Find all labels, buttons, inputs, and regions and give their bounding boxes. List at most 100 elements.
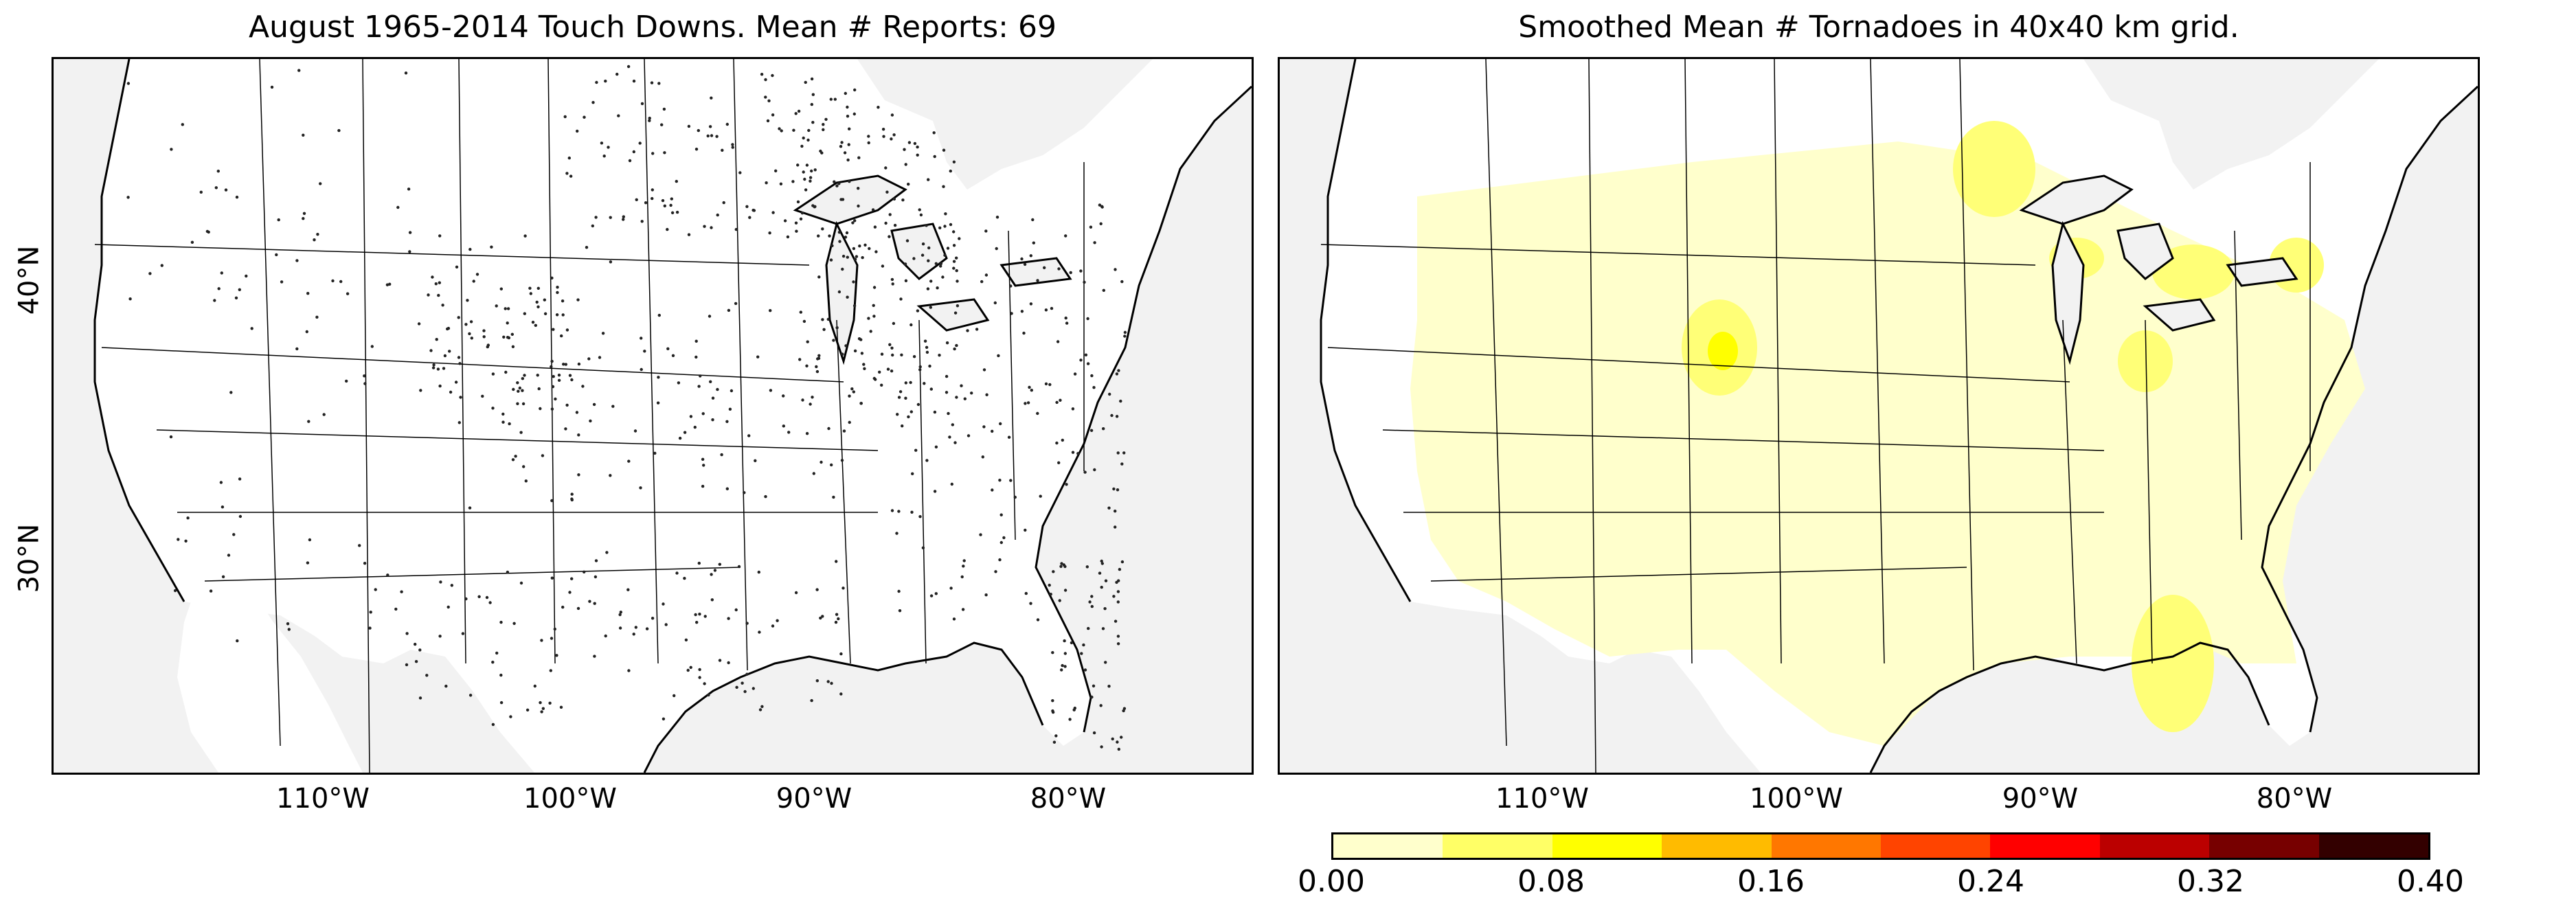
- left-lon-label-90w: 90°W: [776, 783, 852, 815]
- touchdown-point: [855, 255, 859, 258]
- touchdown-point: [556, 291, 559, 295]
- touchdown-point: [792, 128, 795, 132]
- touchdown-point: [407, 187, 411, 191]
- touchdown-point: [701, 457, 705, 461]
- touchdown-point: [270, 85, 274, 89]
- touchdown-point: [904, 396, 907, 400]
- touchdown-point: [656, 401, 660, 405]
- touchdown-point: [1079, 359, 1083, 362]
- touchdown-point: [998, 558, 1002, 562]
- touchdown-point: [396, 205, 400, 209]
- touchdown-point: [657, 376, 660, 379]
- colorbar-bin-6: [1990, 834, 2100, 858]
- touchdown-point: [909, 323, 913, 327]
- touchdown-point: [998, 479, 1002, 482]
- touchdown-point: [1122, 451, 1126, 455]
- touchdown-point: [275, 253, 278, 257]
- touchdown-point: [687, 233, 691, 236]
- touchdown-point: [950, 482, 954, 486]
- touchdown-point: [594, 216, 598, 219]
- touchdown-point: [438, 281, 441, 284]
- touchdown-point: [769, 389, 773, 392]
- touchdown-point: [229, 391, 233, 394]
- touchdown-point: [872, 376, 877, 380]
- touchdown-point: [576, 129, 579, 133]
- touchdown-point: [881, 264, 885, 268]
- touchdown-point: [1117, 747, 1121, 751]
- touchdown-point: [457, 421, 461, 424]
- touchdown-point: [363, 562, 367, 565]
- touchdown-point: [495, 651, 499, 655]
- touchdown-point: [1118, 567, 1122, 571]
- touchdown-point: [491, 722, 495, 727]
- touchdown-point: [1024, 591, 1028, 595]
- touchdown-point: [731, 143, 734, 146]
- touchdown-point: [666, 347, 670, 350]
- touchdown-point: [945, 341, 949, 345]
- touchdown-point: [881, 128, 885, 131]
- touchdown-point: [1100, 562, 1105, 565]
- touchdown-point: [405, 632, 409, 635]
- touchdown-point: [583, 570, 586, 573]
- touchdown-point: [897, 589, 901, 593]
- touchdown-point: [454, 380, 458, 384]
- touchdown-point: [464, 597, 468, 601]
- touchdown-point: [1057, 461, 1061, 464]
- touchdown-point: [535, 300, 539, 304]
- touchdown-point: [707, 693, 710, 697]
- touchdown-point: [960, 384, 963, 387]
- touchdown-point: [1055, 441, 1059, 445]
- touchdown-point: [615, 72, 619, 76]
- touchdown-point: [1117, 579, 1120, 582]
- touchdown-point: [907, 183, 910, 186]
- touchdown-point: [458, 362, 462, 365]
- touchdown-point: [948, 435, 951, 439]
- touchdown-point: [491, 661, 495, 664]
- touchdown-point: [600, 141, 604, 145]
- touchdown-point: [648, 116, 651, 120]
- touchdown-point: [429, 349, 433, 352]
- touchdown-point: [511, 458, 515, 462]
- touchdown-point: [840, 459, 844, 462]
- touchdown-point: [541, 454, 545, 457]
- touchdown-point: [577, 433, 580, 437]
- touchdown-point: [1051, 699, 1054, 703]
- touchdown-point: [431, 275, 434, 279]
- touchdown-point: [760, 73, 764, 76]
- touchdown-point: [1114, 510, 1117, 513]
- touchdown-point: [842, 429, 846, 433]
- touchdown-point: [844, 344, 848, 348]
- touchdown-point: [985, 393, 988, 396]
- touchdown-point: [1049, 593, 1052, 596]
- touchdown-point: [916, 145, 919, 149]
- touchdown-point: [199, 190, 203, 194]
- touchdown-point: [745, 205, 749, 208]
- touchdown-point: [980, 280, 984, 284]
- touchdown-point: [507, 336, 511, 340]
- touchdown-point: [805, 432, 809, 435]
- touchdown-point: [863, 243, 867, 247]
- touchdown-point: [984, 273, 988, 277]
- touchdown-point: [1120, 736, 1123, 739]
- coastline-right: [1320, 59, 2478, 773]
- touchdown-point: [644, 201, 648, 205]
- touchdown-point: [461, 632, 465, 635]
- touchdown-point: [519, 431, 523, 434]
- touchdown-point: [495, 304, 498, 308]
- touchdown-point: [227, 554, 231, 557]
- touchdown-point: [834, 620, 838, 624]
- touchdown-point: [699, 374, 702, 378]
- touchdown-point: [468, 247, 472, 251]
- touchdown-point: [826, 680, 830, 683]
- touchdown-point: [570, 498, 574, 502]
- touchdown-point: [1055, 400, 1059, 405]
- touchdown-point: [768, 231, 771, 235]
- touchdown-point: [622, 215, 625, 218]
- touchdown-point: [419, 389, 422, 392]
- touchdown-point: [639, 486, 642, 490]
- touchdown-point: [1048, 383, 1052, 387]
- touchdown-point: [697, 385, 701, 388]
- touchdown-point: [541, 707, 545, 710]
- touchdown-point: [743, 690, 747, 694]
- touchdown-point: [499, 673, 503, 677]
